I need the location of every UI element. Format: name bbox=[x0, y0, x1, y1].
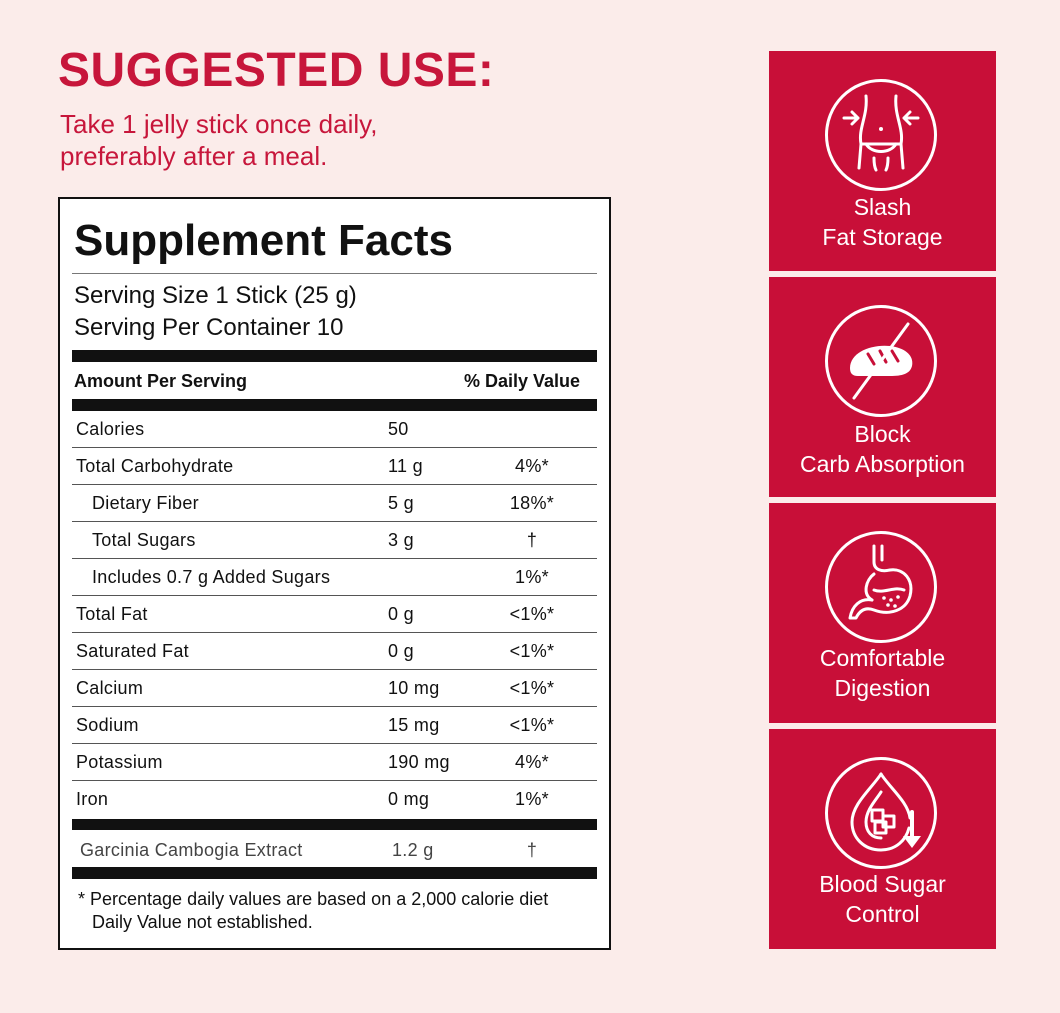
waist-slim-icon bbox=[842, 94, 920, 172]
serving-size: Serving Size 1 Stick (25 g) bbox=[74, 282, 357, 309]
nutrient-name: Calcium bbox=[76, 678, 144, 698]
nutrient-amount: 0 g bbox=[388, 641, 414, 661]
nutrient-row: Dietary Fiber 5 g 18%* bbox=[72, 485, 597, 522]
suggested-use-line-2: preferably after a meal. bbox=[60, 141, 328, 171]
extract-name: Garcinia Cambogia Extract bbox=[80, 840, 303, 860]
nutrient-amount: 0 mg bbox=[388, 789, 430, 809]
benefit-tile-blood-sugar: Blood Sugar Control bbox=[769, 729, 996, 949]
nutrient-amount: 190 mg bbox=[388, 752, 450, 772]
nutrient-name: Total Fat bbox=[76, 604, 148, 624]
nutrient-name: Sodium bbox=[76, 715, 139, 735]
nutrient-amount: 3 g bbox=[388, 530, 414, 550]
nutrient-daily-value: <1%* bbox=[509, 641, 555, 661]
thick-divider-header bbox=[72, 399, 597, 411]
nutrient-amount: 0 g bbox=[388, 604, 414, 624]
benefit-line-1: Blood Sugar bbox=[819, 871, 946, 897]
nutrient-row: Total Sugars 3 g † bbox=[72, 522, 597, 559]
amount-per-serving-header: Amount Per Serving bbox=[74, 371, 248, 391]
stomach-icon bbox=[848, 544, 913, 620]
nutrient-name: Iron bbox=[76, 789, 109, 809]
benefit-line-2: Fat Storage bbox=[822, 224, 943, 250]
footnote-line-1: * Percentage daily values are based on a… bbox=[78, 889, 549, 909]
nutrient-name: Total Sugars bbox=[92, 530, 196, 550]
nutrient-daily-value: 4%* bbox=[515, 456, 549, 476]
nutrient-row: Total Carbohydrate 11 g 4%* bbox=[72, 448, 597, 485]
thick-divider-bottom bbox=[72, 867, 597, 879]
suggested-use-title: SUGGESTED USE: bbox=[58, 44, 495, 97]
nutrient-amount: 15 mg bbox=[388, 715, 440, 735]
benefit-line-1: Block bbox=[854, 421, 911, 447]
daily-value-header: % Daily Value bbox=[464, 371, 581, 391]
servings-per-container: Serving Per Container 10 bbox=[74, 314, 344, 341]
nutrient-name: Potassium bbox=[76, 752, 163, 772]
icon-circle bbox=[825, 531, 937, 643]
nutrient-name: Includes 0.7 g Added Sugars bbox=[92, 567, 331, 587]
benefit-tile-digestion: Comfortable Digestion bbox=[769, 503, 996, 723]
nutrient-daily-value: 1%* bbox=[515, 789, 549, 809]
nutrient-row: Total Fat 0 g <1%* bbox=[72, 596, 597, 633]
benefit-line-2: Control bbox=[845, 901, 920, 927]
nutrient-daily-value: 18%* bbox=[509, 493, 555, 513]
nutrient-row: Includes 0.7 g Added Sugars 1%* bbox=[72, 559, 597, 596]
title-divider bbox=[72, 273, 597, 274]
facts-title: Supplement Facts bbox=[74, 216, 453, 265]
icon-circle bbox=[825, 757, 937, 869]
benefit-line-1: Slash bbox=[853, 194, 912, 220]
nutrient-daily-value: 4%* bbox=[515, 752, 549, 772]
no-bread-icon bbox=[850, 322, 913, 400]
nutrient-row: Potassium 190 mg 4%* bbox=[72, 744, 597, 781]
nutrient-name: Calories bbox=[76, 419, 145, 439]
nutrient-row: Calories 50 bbox=[72, 411, 597, 448]
extract-row: Garcinia Cambogia Extract 1.2 g † bbox=[72, 832, 597, 868]
suggested-use-line-1: Take 1 jelly stick once daily, bbox=[60, 109, 378, 139]
benefit-tile-fat-storage: Slash Fat Storage bbox=[769, 51, 996, 271]
supplement-facts-panel: Supplement Facts Serving Size 1 Stick (2… bbox=[58, 197, 611, 950]
benefit-line-1: Comfortable bbox=[819, 645, 946, 671]
nutrient-name: Dietary Fiber bbox=[92, 493, 199, 513]
nutrient-row: Calcium 10 mg <1%* bbox=[72, 670, 597, 707]
nutrient-amount: 11 g bbox=[388, 456, 423, 476]
nutrient-amount: 50 bbox=[388, 419, 409, 439]
nutrient-name: Total Carbohydrate bbox=[76, 456, 234, 476]
extract-daily-value: † bbox=[526, 840, 538, 860]
extract-amount: 1.2 g bbox=[392, 840, 434, 860]
nutrient-amount: 5 g bbox=[388, 493, 414, 513]
nutrient-daily-value: <1%* bbox=[509, 604, 555, 624]
icon-circle bbox=[825, 79, 937, 191]
icon-circle bbox=[825, 305, 937, 417]
nutrient-row: Saturated Fat 0 g <1%* bbox=[72, 633, 597, 670]
nutrient-daily-value: 1%* bbox=[515, 567, 549, 587]
nutrient-daily-value: <1%* bbox=[509, 678, 555, 698]
nutrient-amount: 10 mg bbox=[388, 678, 440, 698]
nutrient-daily-value: † bbox=[526, 530, 538, 550]
nutrient-row: Iron 0 mg 1%* bbox=[72, 781, 597, 818]
nutrient-name: Saturated Fat bbox=[76, 641, 189, 661]
thick-divider-top bbox=[72, 350, 597, 362]
thick-divider-extract bbox=[72, 819, 597, 830]
blood-sugar-drop-icon bbox=[850, 772, 921, 852]
footnote-line-2: Daily Value not established. bbox=[92, 912, 313, 932]
nutrient-daily-value: <1%* bbox=[509, 715, 555, 735]
benefit-tile-carb-absorption: Block Carb Absorption bbox=[769, 277, 996, 497]
nutrient-row: Sodium 15 mg <1%* bbox=[72, 707, 597, 744]
benefit-line-2: Digestion bbox=[834, 675, 931, 701]
benefit-line-2: Carb Absorption bbox=[800, 451, 965, 477]
